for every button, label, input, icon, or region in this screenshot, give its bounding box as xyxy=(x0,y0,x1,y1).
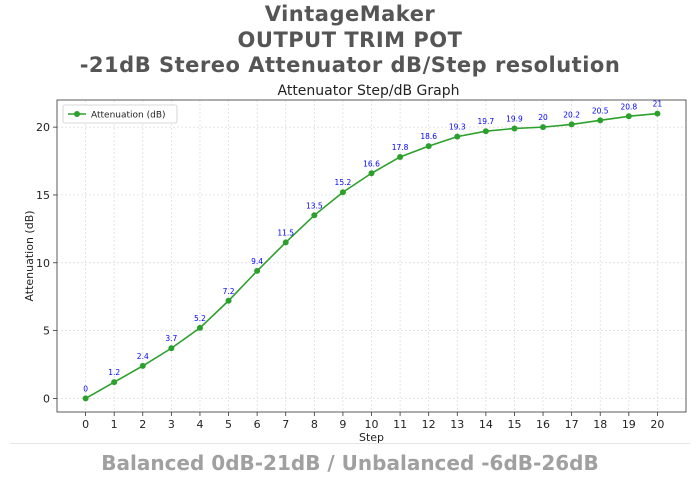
x-tick-label: 16 xyxy=(536,418,550,431)
legend-box xyxy=(62,104,178,124)
data-label: 19.9 xyxy=(506,114,523,123)
data-label: 0 xyxy=(83,384,88,393)
data-point xyxy=(311,212,318,219)
data-label: 20.2 xyxy=(563,110,580,119)
data-point xyxy=(425,143,432,150)
data-point xyxy=(282,239,289,246)
header-description: -21dB Stereo Attenuator dB/Step resoluti… xyxy=(79,53,621,77)
data-label: 20.5 xyxy=(592,106,609,115)
x-tick-label: 1 xyxy=(111,418,118,431)
data-point xyxy=(368,170,375,177)
data-label: 19.3 xyxy=(449,123,466,132)
x-tick-label: 10 xyxy=(365,418,379,431)
x-tick-label: 0 xyxy=(82,418,89,431)
x-tick-label: 15 xyxy=(507,418,521,431)
y-axis-label: Attenuation (dB) xyxy=(23,210,36,301)
footer-divider xyxy=(10,443,690,444)
x-tick-label: 20 xyxy=(650,418,664,431)
data-label: 20 xyxy=(538,113,548,122)
legend-label: Attenuation (dB) xyxy=(91,111,166,121)
data-point xyxy=(454,133,461,140)
x-tick-label: 7 xyxy=(282,418,289,431)
x-tick-label: 19 xyxy=(622,418,636,431)
data-point xyxy=(225,297,232,304)
x-tick-label: 6 xyxy=(254,418,261,431)
x-tick-label: 3 xyxy=(168,418,175,431)
x-tick-label: 12 xyxy=(422,418,436,431)
data-label: 19.7 xyxy=(478,117,495,126)
data-label: 3.7 xyxy=(165,334,177,343)
x-tick-label: 11 xyxy=(393,418,407,431)
data-label: 15.2 xyxy=(335,178,352,187)
data-point xyxy=(511,125,518,132)
data-point xyxy=(625,113,632,120)
x-tick-label: 5 xyxy=(225,418,232,431)
chart-header: VintageMaker OUTPUT TRIM POT -21dB Stere… xyxy=(0,2,700,79)
data-point xyxy=(168,345,175,352)
x-tick-label: 14 xyxy=(479,418,493,431)
data-point xyxy=(540,124,547,131)
legend-swatch-marker xyxy=(74,111,80,117)
data-label: 18.6 xyxy=(420,132,437,141)
header-brand: VintageMaker xyxy=(264,2,436,26)
header-product: OUTPUT TRIM POT xyxy=(237,27,463,52)
data-point xyxy=(397,153,404,160)
x-tick-label: 9 xyxy=(339,418,346,431)
data-point xyxy=(654,110,661,117)
data-point xyxy=(568,121,575,128)
data-label: 1.2 xyxy=(108,368,120,377)
data-point xyxy=(482,128,489,135)
data-label: 21 xyxy=(653,100,663,109)
data-label: 16.6 xyxy=(363,159,380,168)
footer-caption: Balanced 0dB-21dB / Unbalanced -6dB-26dB xyxy=(101,451,599,475)
data-point xyxy=(339,189,346,196)
data-point xyxy=(254,267,261,274)
data-label: 17.8 xyxy=(392,143,409,152)
data-point xyxy=(196,324,203,331)
data-label: 13.5 xyxy=(306,201,323,210)
y-tick-label: 10 xyxy=(36,257,50,270)
y-tick-label: 0 xyxy=(43,392,50,405)
data-label: 20.8 xyxy=(620,102,637,111)
data-label: 9.4 xyxy=(251,257,263,266)
x-tick-label: 18 xyxy=(593,418,607,431)
data-label: 2.4 xyxy=(137,352,149,361)
data-point xyxy=(139,362,146,369)
data-label: 11.5 xyxy=(277,228,294,237)
x-tick-label: 17 xyxy=(565,418,579,431)
data-label: 5.2 xyxy=(194,314,206,323)
y-tick-label: 20 xyxy=(36,121,50,134)
chart-title: Attenuator Step/dB Graph xyxy=(278,83,460,99)
x-tick-label: 4 xyxy=(196,418,203,431)
data-label: 7.2 xyxy=(223,287,235,296)
y-tick-label: 15 xyxy=(36,189,50,202)
data-point xyxy=(597,117,604,124)
x-tick-label: 13 xyxy=(450,418,464,431)
data-point xyxy=(82,395,89,402)
data-point xyxy=(111,379,118,386)
y-tick-label: 5 xyxy=(43,325,50,338)
x-axis-label: Step xyxy=(359,431,384,444)
x-tick-label: 8 xyxy=(311,418,318,431)
x-tick-label: 2 xyxy=(139,418,146,431)
